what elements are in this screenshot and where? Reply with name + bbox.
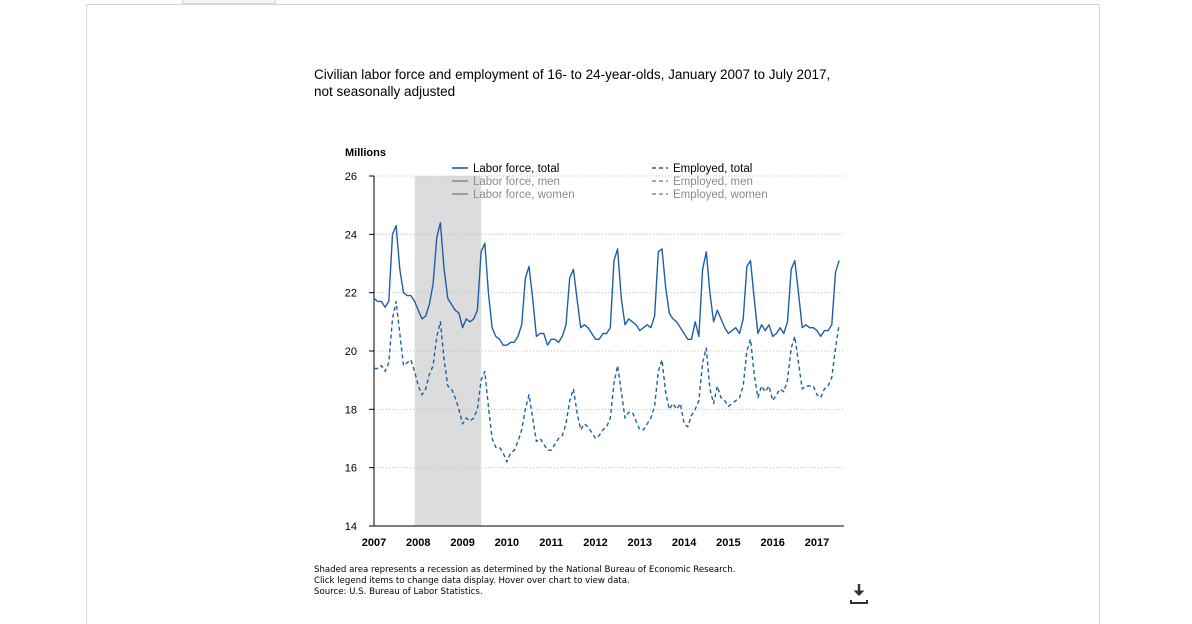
footnotes: Shaded area represents a recession as de… (314, 565, 735, 598)
legend-item-labor-force-women[interactable]: Labor force, women (452, 189, 575, 201)
legend-label: Employed, men (673, 176, 753, 188)
x-tick-label: 2012 (583, 537, 607, 549)
y-tick-label: 16 (345, 463, 357, 475)
x-tick-label: 2008 (406, 537, 430, 549)
legend-item-labor-force-total[interactable]: Labor force, total (452, 163, 559, 175)
legend-label: Labor force, men (473, 176, 560, 188)
x-tick-label: 2011 (539, 537, 563, 549)
y-tick-label: 24 (345, 229, 357, 241)
legend-item-employed-women[interactable]: Employed, women (652, 189, 768, 201)
legend-label: Employed, women (673, 189, 768, 201)
series-line-labor-force-total[interactable] (373, 221, 840, 346)
download-button[interactable] (847, 581, 871, 605)
series-lines (373, 221, 840, 463)
y-tick-label: 20 (345, 346, 357, 358)
legend-item-employed-men[interactable]: Employed, men (652, 176, 753, 188)
legend-label: Labor force, total (473, 163, 559, 175)
x-axis: 2007 2008 2009 2010 2011 2012 2013 2014 2015 2016… (362, 525, 844, 549)
x-tick-label: 2014 (672, 537, 697, 549)
legend-item-labor-force-men[interactable]: Labor force, men (452, 176, 560, 188)
x-tick-label: 2009 (450, 537, 474, 549)
x-tick-label: 2017 (805, 537, 829, 549)
y-tick-label: 22 (345, 288, 357, 300)
chart-title: Civilian labor force and employment of 1… (314, 67, 831, 99)
x-tick-label: 2007 (362, 537, 386, 549)
x-tick-label: 2013 (628, 537, 652, 549)
recession-shading (414, 176, 482, 526)
gridlines (374, 175, 844, 469)
legend-label: Labor force, women (473, 189, 575, 201)
y-axis-label: Millions (345, 147, 386, 159)
x-tick-label: 2010 (495, 537, 519, 549)
download-icon (850, 584, 868, 604)
legend-item-employed-total[interactable]: Employed, total (652, 163, 752, 175)
x-tick-label: 2016 (760, 537, 784, 549)
content-frame (86, 4, 1100, 624)
y-tick-label: 26 (345, 171, 357, 183)
x-tick-label: 2015 (716, 537, 740, 549)
y-axis: 14 16 18 20 22 24 26 (345, 171, 375, 533)
legend-label: Employed, total (673, 163, 752, 175)
footnote-recession: Shaded area represents a recession as de… (314, 565, 736, 575)
footnote-source: Source: U.S. Bureau of Labor Statistics. (314, 587, 483, 597)
y-tick-label: 14 (345, 521, 357, 533)
footnote-instructions: Click legend items to change data displa… (314, 576, 630, 586)
y-tick-label: 18 (345, 404, 357, 416)
tab-stub[interactable] (182, 0, 276, 4)
